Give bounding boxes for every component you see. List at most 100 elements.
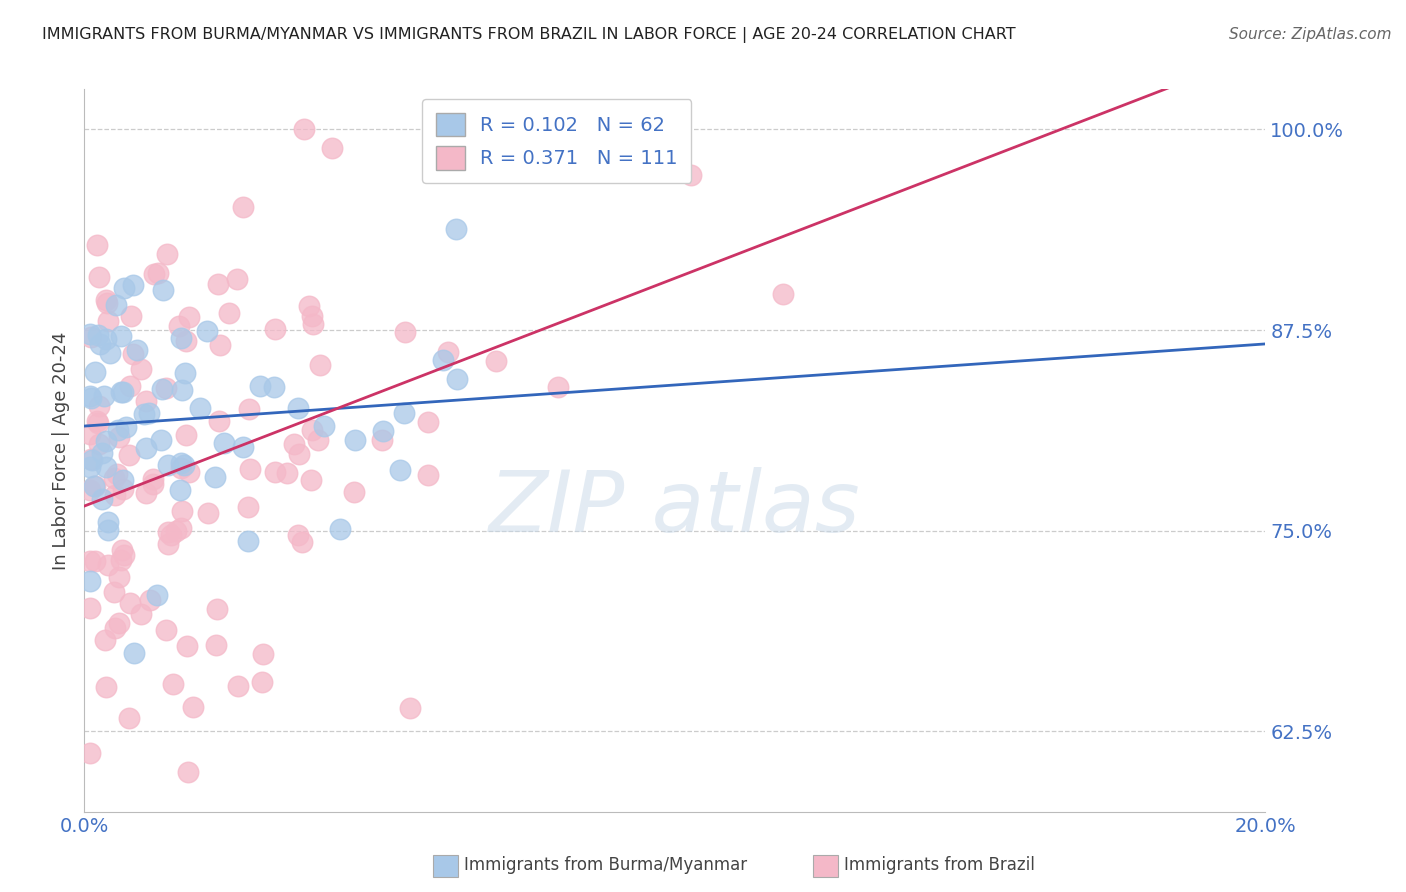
Point [79, 326, 101, 341]
Point [188, 401, 211, 416]
Point [560, 128, 582, 143]
Point [343, 484, 366, 499]
Point [174, 334, 197, 349]
Text: IMMIGRANTS FROM BURMA/MYANMAR VS IMMIGRANTS FROM BRAZIL IN LABOR FORCE | AGE 20-: IMMIGRANTS FROM BURMA/MYANMAR VS IMMIGRA… [42, 27, 1015, 43]
Point [139, 593, 162, 607]
Point [103, 584, 125, 599]
Point [94, 333, 117, 347]
Point [170, 456, 193, 470]
Point [170, 461, 193, 475]
Point [226, 272, 249, 286]
Point [150, 382, 173, 396]
Text: Immigrants from Brazil: Immigrants from Brazil [844, 856, 1035, 874]
Point [122, 346, 145, 360]
Point [120, 597, 142, 611]
Point [437, 345, 460, 359]
Point [328, 522, 350, 536]
Point [108, 569, 131, 583]
Point [301, 309, 323, 323]
Point [105, 298, 128, 312]
Point [83, 478, 105, 492]
Point [264, 322, 287, 336]
Point [312, 419, 335, 434]
Point [547, 380, 569, 394]
Point [135, 394, 157, 409]
Point [122, 646, 145, 660]
Point [167, 319, 190, 334]
Point [321, 141, 343, 155]
Point [205, 602, 228, 616]
Point [87, 328, 110, 343]
Legend: R = 0.102   N = 62, R = 0.371   N = 111: R = 0.102 N = 62, R = 0.371 N = 111 [422, 99, 692, 184]
Point [110, 552, 132, 566]
Point [84, 479, 107, 493]
Point [79, 601, 101, 615]
Point [214, 436, 236, 450]
Point [79, 389, 101, 403]
Point [134, 407, 156, 421]
Point [79, 746, 101, 760]
Point [264, 465, 287, 479]
Point [283, 437, 305, 451]
Point [170, 383, 193, 397]
Point [205, 639, 228, 653]
Point [131, 607, 153, 622]
Point [118, 449, 141, 463]
Point [181, 700, 204, 714]
Point [150, 433, 173, 447]
Point [263, 380, 285, 394]
Point [170, 504, 193, 518]
Point [112, 548, 135, 562]
Point [105, 467, 128, 481]
Point [287, 401, 309, 415]
Point [371, 434, 394, 448]
Point [121, 278, 143, 293]
Point [84, 365, 107, 379]
Point [80, 451, 103, 466]
Point [157, 524, 180, 539]
Point [96, 680, 118, 694]
Point [162, 677, 184, 691]
Point [177, 465, 200, 479]
Point [79, 330, 101, 344]
Point [249, 378, 271, 392]
Point [155, 624, 177, 638]
Point [239, 462, 262, 476]
Point [416, 415, 439, 429]
Text: Immigrants from Burma/Myanmar: Immigrants from Burma/Myanmar [464, 856, 747, 874]
Point [174, 366, 197, 380]
Point [155, 381, 177, 395]
Point [250, 674, 273, 689]
Point [80, 391, 103, 405]
Point [94, 434, 117, 449]
Point [446, 372, 468, 386]
Point [120, 379, 142, 393]
Point [177, 764, 200, 779]
Point [232, 441, 254, 455]
Point [152, 283, 174, 297]
Text: Source: ZipAtlas.com: Source: ZipAtlas.com [1229, 27, 1392, 42]
Point [125, 343, 148, 358]
Point [287, 528, 309, 542]
Point [79, 460, 101, 475]
Point [236, 500, 259, 514]
Point [176, 428, 198, 442]
Point [97, 558, 120, 573]
Point [118, 711, 141, 725]
Point [135, 486, 157, 500]
Point [87, 436, 110, 450]
Point [204, 470, 226, 484]
Point [309, 359, 332, 373]
Point [160, 528, 183, 542]
Point [207, 277, 229, 291]
Point [371, 424, 394, 438]
Point [107, 430, 129, 444]
Point [96, 515, 118, 529]
Point [232, 200, 254, 214]
Point [94, 293, 117, 307]
Point [112, 281, 135, 295]
Point [104, 622, 127, 636]
Point [111, 473, 134, 487]
Point [104, 488, 127, 502]
Point [165, 524, 187, 538]
